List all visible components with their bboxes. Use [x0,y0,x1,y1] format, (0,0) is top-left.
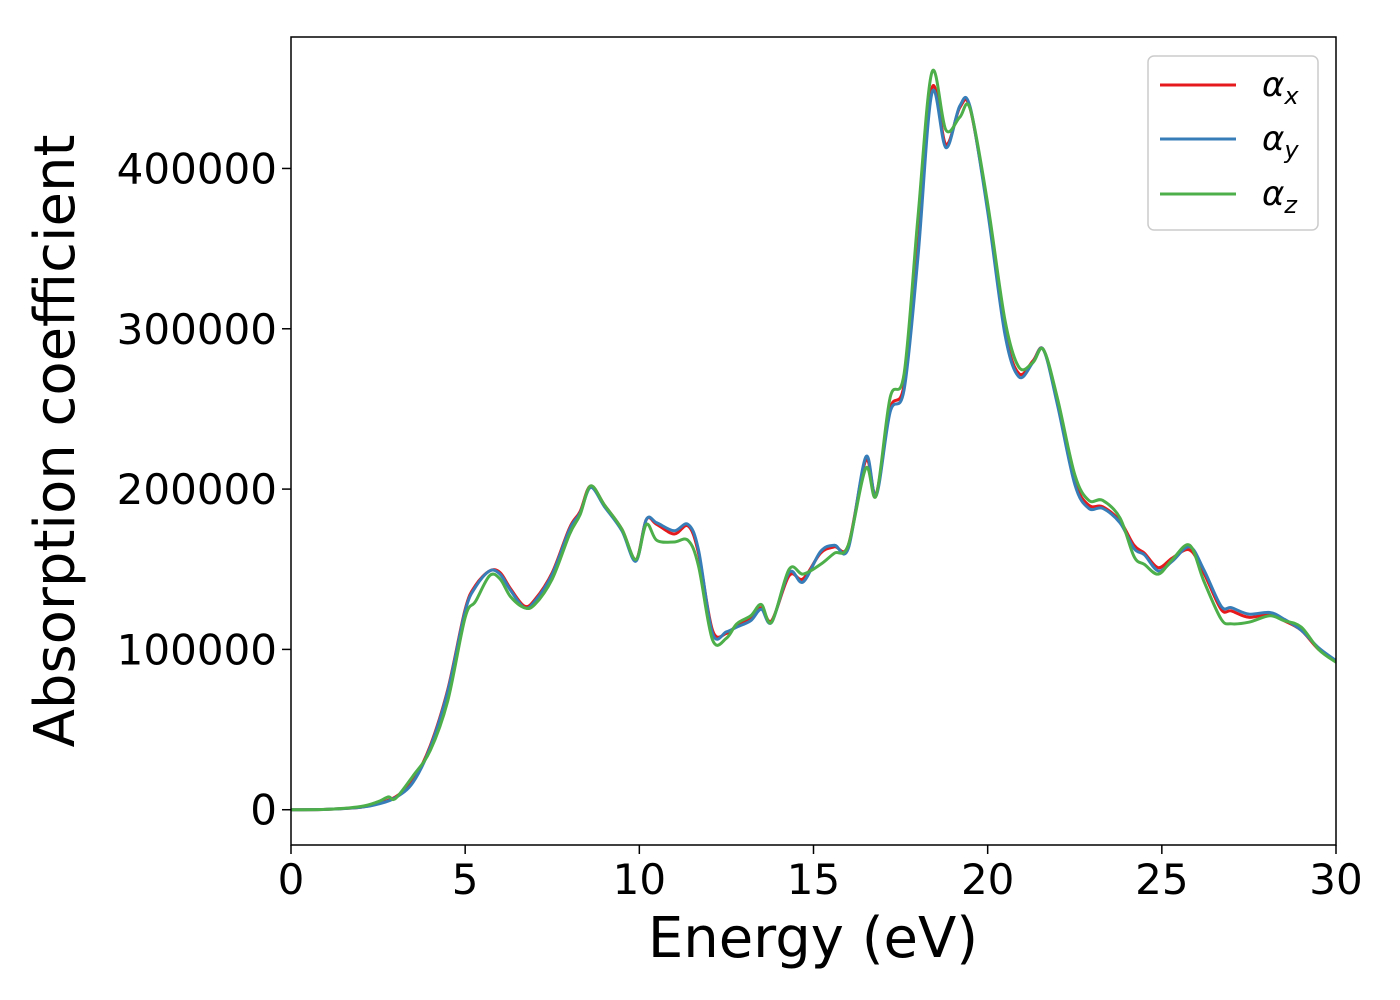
y-tick-label: 100000 [117,625,277,674]
legend-label-alpha-x: αx [1262,65,1299,110]
legend-label-subscript: x [1283,82,1299,110]
x-tick-label: 5 [452,855,479,904]
y-tick-label: 300000 [117,305,277,354]
x-axis: 0 5 10 15 20 25 30 [278,845,1363,904]
x-tick-label: 25 [1135,855,1188,904]
series-layer [291,68,1336,812]
x-tick-label: 30 [1309,855,1362,904]
y-axis-label: Absorption coefficient [23,135,88,748]
series-line-alpha-z [291,68,1336,812]
legend-label-subscript: y [1283,136,1299,164]
legend-box [1147,55,1319,231]
y-tick-label: 0 [250,786,277,835]
series-line-alpha-y [291,88,1336,812]
x-tick-label: 15 [787,855,840,904]
legend-label-symbol: α [1262,65,1284,105]
y-tick-label: 200000 [117,465,277,514]
x-tick-label: 10 [613,855,666,904]
legend-label-symbol: α [1262,174,1284,214]
y-axis: 0 100000 200000 300000 400000 [117,144,291,835]
x-tick-label: 0 [278,855,305,904]
y-tick-label: 400000 [117,144,277,193]
plot-area [291,68,1336,812]
x-tick-label: 20 [961,855,1014,904]
legend-label-alpha-y: αy [1262,119,1299,164]
legend-label-subscript: z [1283,191,1298,219]
x-axis-label: Energy (eV) [648,906,978,971]
legend-label-alpha-z: αz [1262,174,1298,219]
legend-label-symbol: α [1262,119,1284,159]
